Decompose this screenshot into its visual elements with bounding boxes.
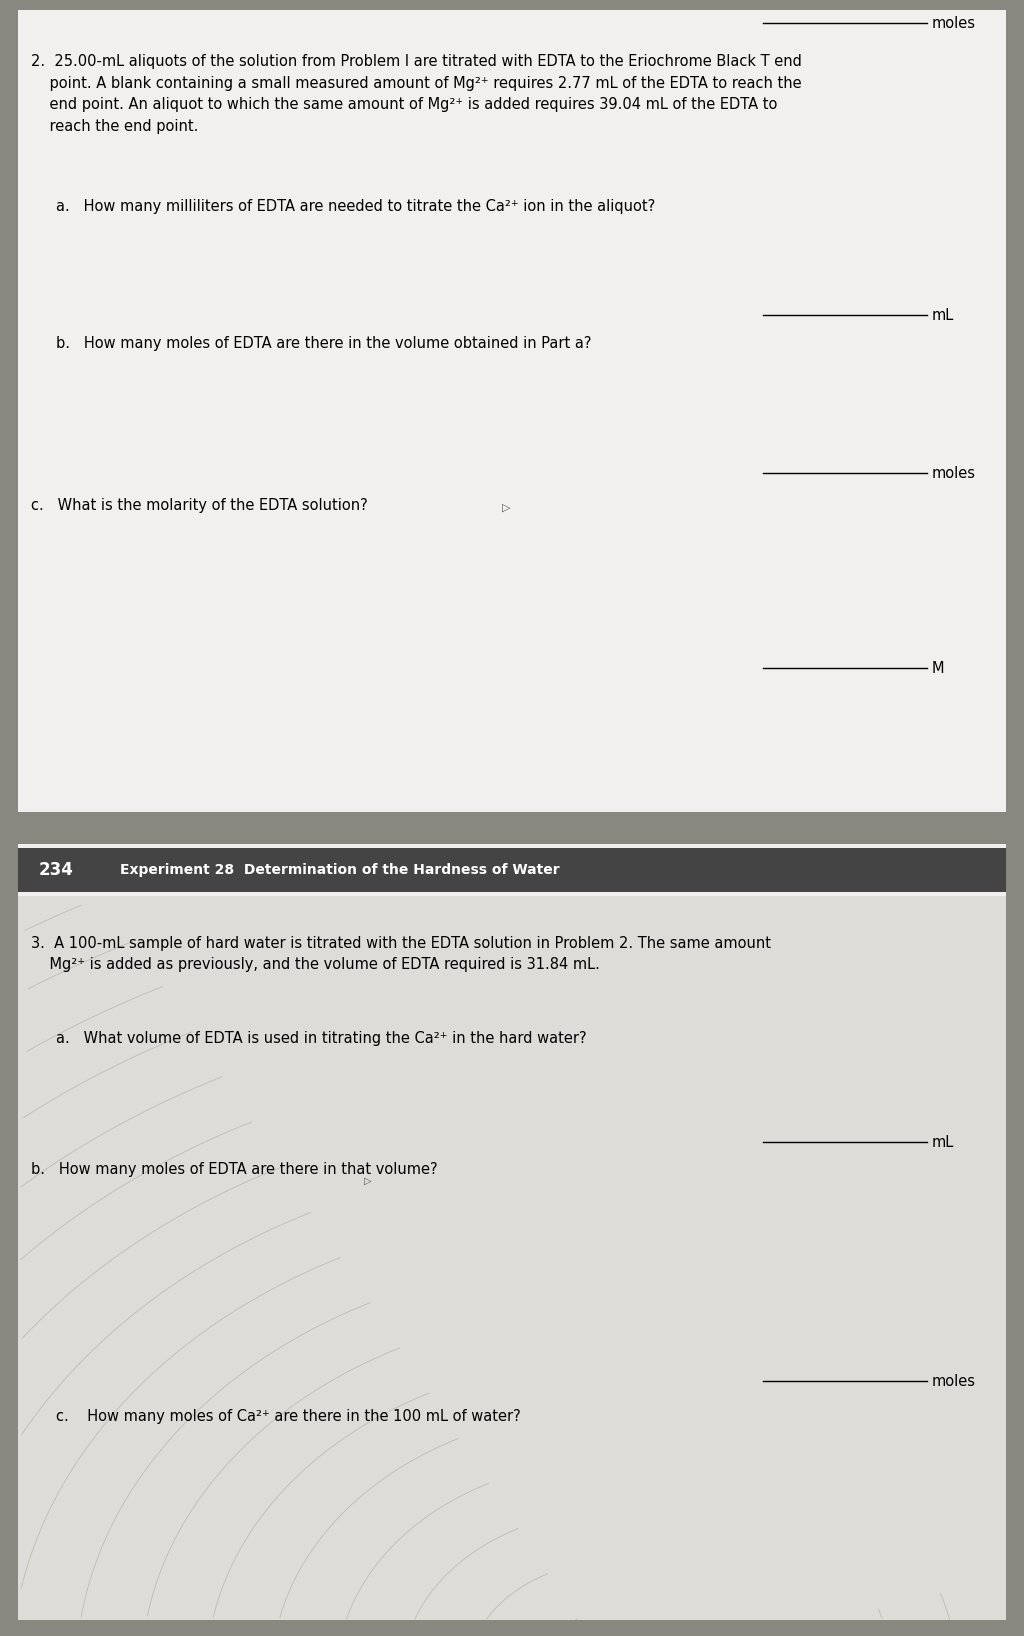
Text: ▷: ▷ — [364, 1176, 371, 1186]
Text: M: M — [932, 661, 944, 676]
Text: ▷: ▷ — [502, 502, 510, 512]
Text: a.   How many milliliters of EDTA are needed to titrate the Ca²⁺ ion in the aliq: a. How many milliliters of EDTA are need… — [56, 200, 655, 214]
Text: 234: 234 — [39, 861, 74, 879]
Bar — [18, 847, 1006, 892]
Text: mL: mL — [932, 1135, 954, 1150]
Text: Experiment 28  Determination of the Hardness of Water: Experiment 28 Determination of the Hardn… — [121, 862, 560, 877]
Text: 2.  25.00-mL aliquots of the solution from Problem I are titrated with EDTA to t: 2. 25.00-mL aliquots of the solution fro… — [31, 54, 802, 134]
Bar — [18, 844, 1006, 897]
Text: a.   What volume of EDTA is used in titrating the Ca²⁺ in the hard water?: a. What volume of EDTA is used in titrat… — [56, 1031, 587, 1045]
Text: moles: moles — [932, 466, 976, 481]
Text: c.   What is the molarity of the EDTA solution?: c. What is the molarity of the EDTA solu… — [31, 497, 368, 514]
Text: c.    How many moles of Ca²⁺ are there in the 100 mL of water?: c. How many moles of Ca²⁺ are there in t… — [56, 1409, 521, 1425]
Text: moles: moles — [932, 1374, 976, 1389]
Text: b.   How many moles of EDTA are there in that volume?: b. How many moles of EDTA are there in t… — [31, 1163, 437, 1178]
Text: 3.  A 100-mL sample of hard water is titrated with the EDTA solution in Problem : 3. A 100-mL sample of hard water is titr… — [31, 936, 771, 972]
Text: b.   How many moles of EDTA are there in the volume obtained in Part a?: b. How many moles of EDTA are there in t… — [56, 335, 592, 352]
Text: mL: mL — [932, 308, 954, 322]
Text: moles: moles — [932, 16, 976, 31]
